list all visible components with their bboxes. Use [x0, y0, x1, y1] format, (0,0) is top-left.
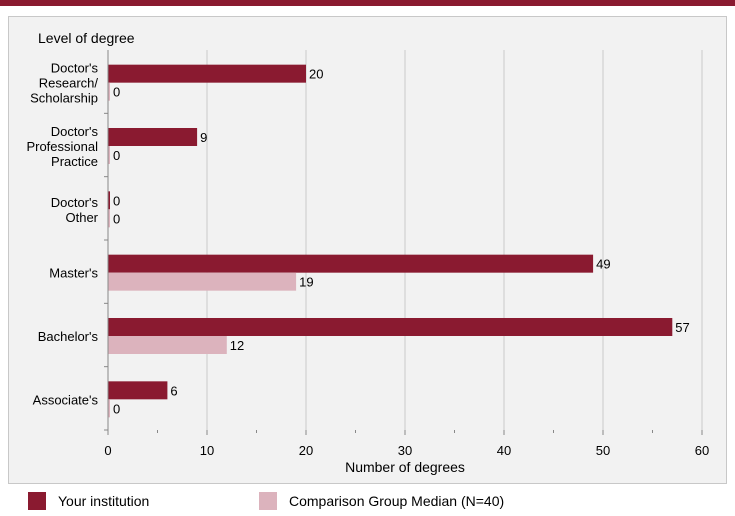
category-label: Doctor's — [51, 124, 99, 139]
category-label: Doctor's — [51, 195, 99, 210]
data-label: 0 — [113, 148, 120, 163]
legend-label-your-institution: Your institution — [58, 493, 150, 509]
data-label: 0 — [113, 211, 120, 226]
x-tick-label: 10 — [200, 443, 214, 458]
legend-item-your-institution: Your institution — [28, 492, 149, 510]
category-label: Bachelor's — [38, 329, 99, 344]
x-tick-label: 40 — [497, 443, 511, 458]
data-label: 19 — [299, 275, 313, 290]
y-axis-title: Level of degree — [38, 30, 135, 46]
bar-your-institution — [108, 381, 168, 400]
category-label: Research/ — [39, 76, 99, 91]
x-axis-title: Number of degrees — [345, 459, 465, 475]
legend-item-comparison-median: Comparison Group Median (N=40) — [259, 492, 504, 510]
category-label: Associate's — [33, 392, 99, 407]
bar-comparison-median — [108, 209, 110, 228]
data-label: 0 — [113, 193, 120, 208]
legend-swatch-comparison-median — [259, 492, 277, 510]
bar-comparison-median — [108, 146, 110, 164]
bar-comparison-median — [108, 272, 297, 291]
x-tick-label: 0 — [104, 443, 111, 458]
legend-swatch-your-institution — [28, 492, 46, 510]
bar-comparison-median — [108, 336, 227, 354]
bar-your-institution — [108, 318, 673, 336]
data-label: 20 — [309, 67, 323, 82]
data-label: 0 — [113, 85, 120, 100]
axes: 0 10 20 30 40 50 60Doctor'sResearch/Scholarshi… — [26, 50, 709, 458]
bar-your-institution — [108, 128, 198, 146]
bar-your-institution — [108, 191, 110, 210]
bar-your-institution — [108, 64, 306, 83]
category-label: Professional — [26, 139, 98, 154]
data-label: 9 — [200, 130, 207, 145]
data-label: 12 — [230, 338, 244, 353]
bars: 20 0 9 0 0 0 49 19 57 12 6 0 — [108, 64, 690, 418]
x-tick-label: 30 — [398, 443, 412, 458]
data-label: 49 — [596, 257, 610, 272]
data-label: 0 — [113, 401, 120, 416]
category-label: Doctor's — [51, 61, 99, 76]
category-label: Scholarship — [30, 91, 98, 106]
category-label: Other — [65, 210, 98, 225]
x-tick-label: 50 — [596, 443, 610, 458]
x-tick-label: 60 — [695, 443, 709, 458]
legend: Your institution Comparison Group Median… — [8, 486, 727, 516]
category-label: Practice — [51, 154, 98, 169]
bar-comparison-median — [108, 82, 110, 101]
data-label: 6 — [170, 383, 177, 398]
bar-comparison-median — [108, 399, 110, 418]
chart-frame — [8, 16, 727, 484]
grid-lines — [206, 50, 703, 430]
top-accent-bar — [0, 0, 735, 6]
x-tick-label: 20 — [299, 443, 313, 458]
data-label: 57 — [675, 320, 689, 335]
category-label: Master's — [49, 266, 98, 281]
legend-label-comparison-median: Comparison Group Median (N=40) — [289, 493, 505, 509]
bar-your-institution — [108, 254, 594, 273]
